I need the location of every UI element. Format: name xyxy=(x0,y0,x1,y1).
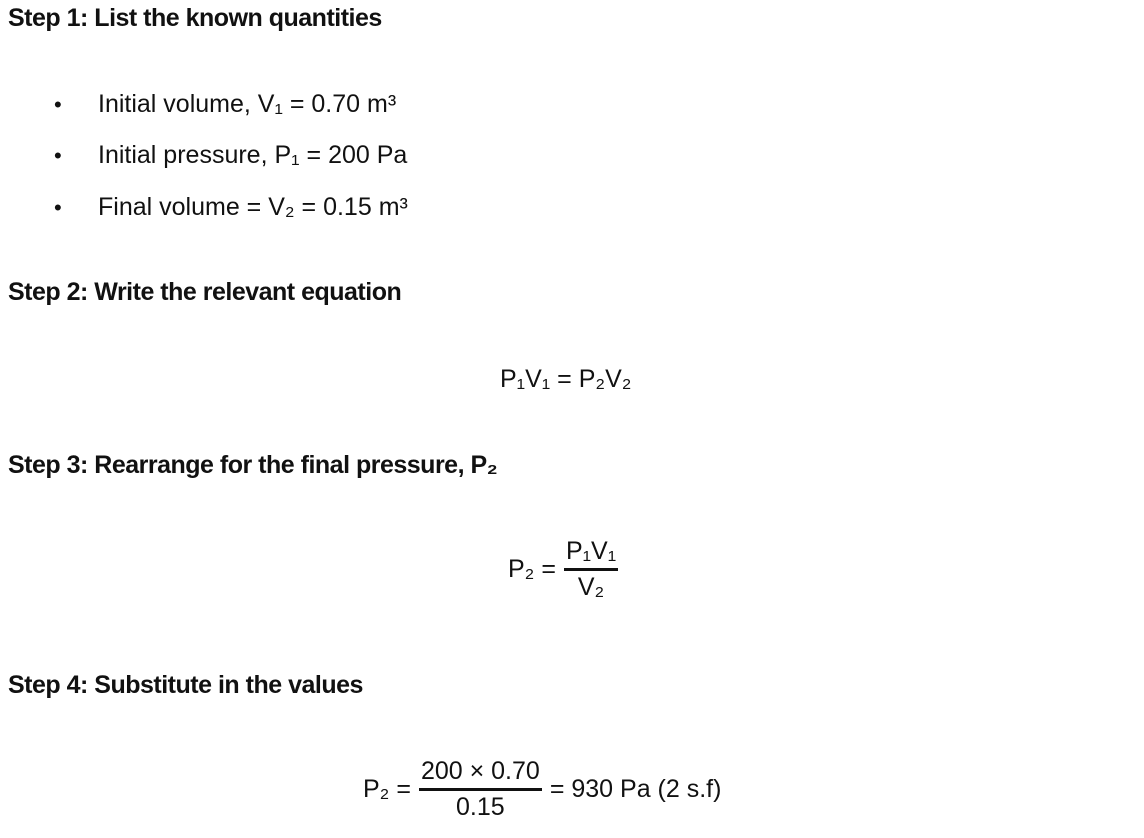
bullet: • xyxy=(54,143,62,168)
list-item: • Final volume = V₂ = 0.15 m³ xyxy=(54,193,408,222)
known-quantity: Final volume = V₂ = 0.15 m³ xyxy=(98,193,408,221)
list-item: • Initial pressure, P₁ = 200 Pa xyxy=(54,141,407,170)
rearranged-equation: P₂ = P₁V₁ V₂ xyxy=(508,537,626,602)
numerator: 200 × 0.70 xyxy=(418,757,542,791)
step-1-heading: Step 1: List the known quantities xyxy=(8,4,382,32)
step-4-heading: Step 4: Substitute in the values xyxy=(8,671,363,699)
denominator: 0.15 xyxy=(456,793,505,821)
fraction: P₁V₁ V₂ xyxy=(563,537,619,602)
boyles-law-equation: P₁V₁ = P₂V₂ xyxy=(500,365,632,393)
step-3-heading: Step 3: Rearrange for the final pressure… xyxy=(8,451,498,479)
step-2-heading: Step 2: Write the relevant equation xyxy=(8,278,402,306)
result: = 930 Pa (2 s.f) xyxy=(549,775,722,803)
substituted-equation: P₂ = 200 × 0.70 0.15 = 930 Pa (2 s.f) xyxy=(363,757,721,822)
denominator: V₂ xyxy=(577,573,605,601)
bullet: • xyxy=(54,195,62,220)
list-item: • Initial volume, V₁ = 0.70 m³ xyxy=(54,90,396,119)
fraction: 200 × 0.70 0.15 xyxy=(418,757,542,822)
known-quantity: Initial pressure, P₁ = 200 Pa xyxy=(98,141,408,169)
known-quantity: Initial volume, V₁ = 0.70 m³ xyxy=(98,90,397,118)
lhs: P₂ = xyxy=(363,775,411,803)
lhs: P₂ = xyxy=(508,555,556,583)
bullet: • xyxy=(54,92,62,117)
numerator: P₁V₁ xyxy=(563,537,619,571)
